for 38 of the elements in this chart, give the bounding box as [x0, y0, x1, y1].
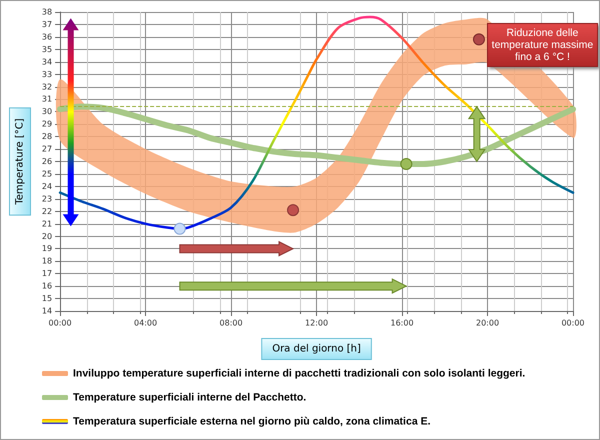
- x-tick-label: 20:00: [476, 318, 500, 328]
- y-tick-label: 20: [42, 232, 52, 241]
- annotation: Riduzione delle temperature massime fino a 6 °C !: [486, 23, 598, 68]
- y-tick-label: 35: [42, 44, 52, 54]
- x-tick-label: 04:00: [134, 318, 158, 328]
- y-tick-label: 31: [42, 94, 52, 104]
- y-tick-label: 21: [42, 219, 52, 228]
- x-tick-label: 00:00: [48, 318, 72, 328]
- y-tick-label: 23: [42, 194, 52, 204]
- y-tick-label: 24: [42, 182, 52, 191]
- y-tick-label: 32: [42, 82, 52, 92]
- y-tick-label: 34: [42, 57, 52, 66]
- x-tick-label: 12:00: [305, 318, 328, 328]
- y-tick-label: 29: [42, 120, 52, 129]
- y-tick-label: 19: [42, 244, 52, 254]
- y-tick-label: 38: [42, 8, 52, 16]
- y-tick-label: 17: [42, 269, 52, 278]
- y-tick-label: 27: [42, 144, 52, 154]
- legend-label: Temperature superficiali interne del Pacchetto.: [73, 392, 306, 404]
- y-tick-label: 33: [42, 70, 52, 79]
- legend-label: Inviluppo temperature superficiali interne di pacchetti tradizionali con solo isolanti leggeri.: [73, 368, 526, 380]
- y-tick-label: 16: [42, 282, 52, 291]
- y-tick-label: 30: [42, 107, 52, 116]
- y-axis-title: Temperature [°C]: [14, 118, 26, 206]
- x-axis-title: Ora del giorno [h]: [272, 344, 361, 354]
- y-tick-label: 15: [42, 294, 52, 304]
- y-tick-label: 28: [42, 132, 52, 142]
- y-tick-label: 37: [42, 20, 52, 29]
- legend-label: Temperatura superficiale esterna nel giorno più caldo, zona climatica E.: [73, 416, 431, 428]
- y-tick-label: 18: [42, 256, 52, 266]
- x-tick-label: 00:00: [561, 318, 585, 328]
- y-tick-label: 36: [42, 32, 52, 42]
- x-tick-label: 16:00: [390, 318, 414, 328]
- y-tick-label: 25: [42, 169, 52, 178]
- y-tick-label: 22: [42, 206, 52, 216]
- x-tick-label: 08:00: [220, 318, 243, 328]
- y-tick-label: 26: [42, 157, 52, 166]
- y-tick-label: 14: [42, 306, 52, 316]
